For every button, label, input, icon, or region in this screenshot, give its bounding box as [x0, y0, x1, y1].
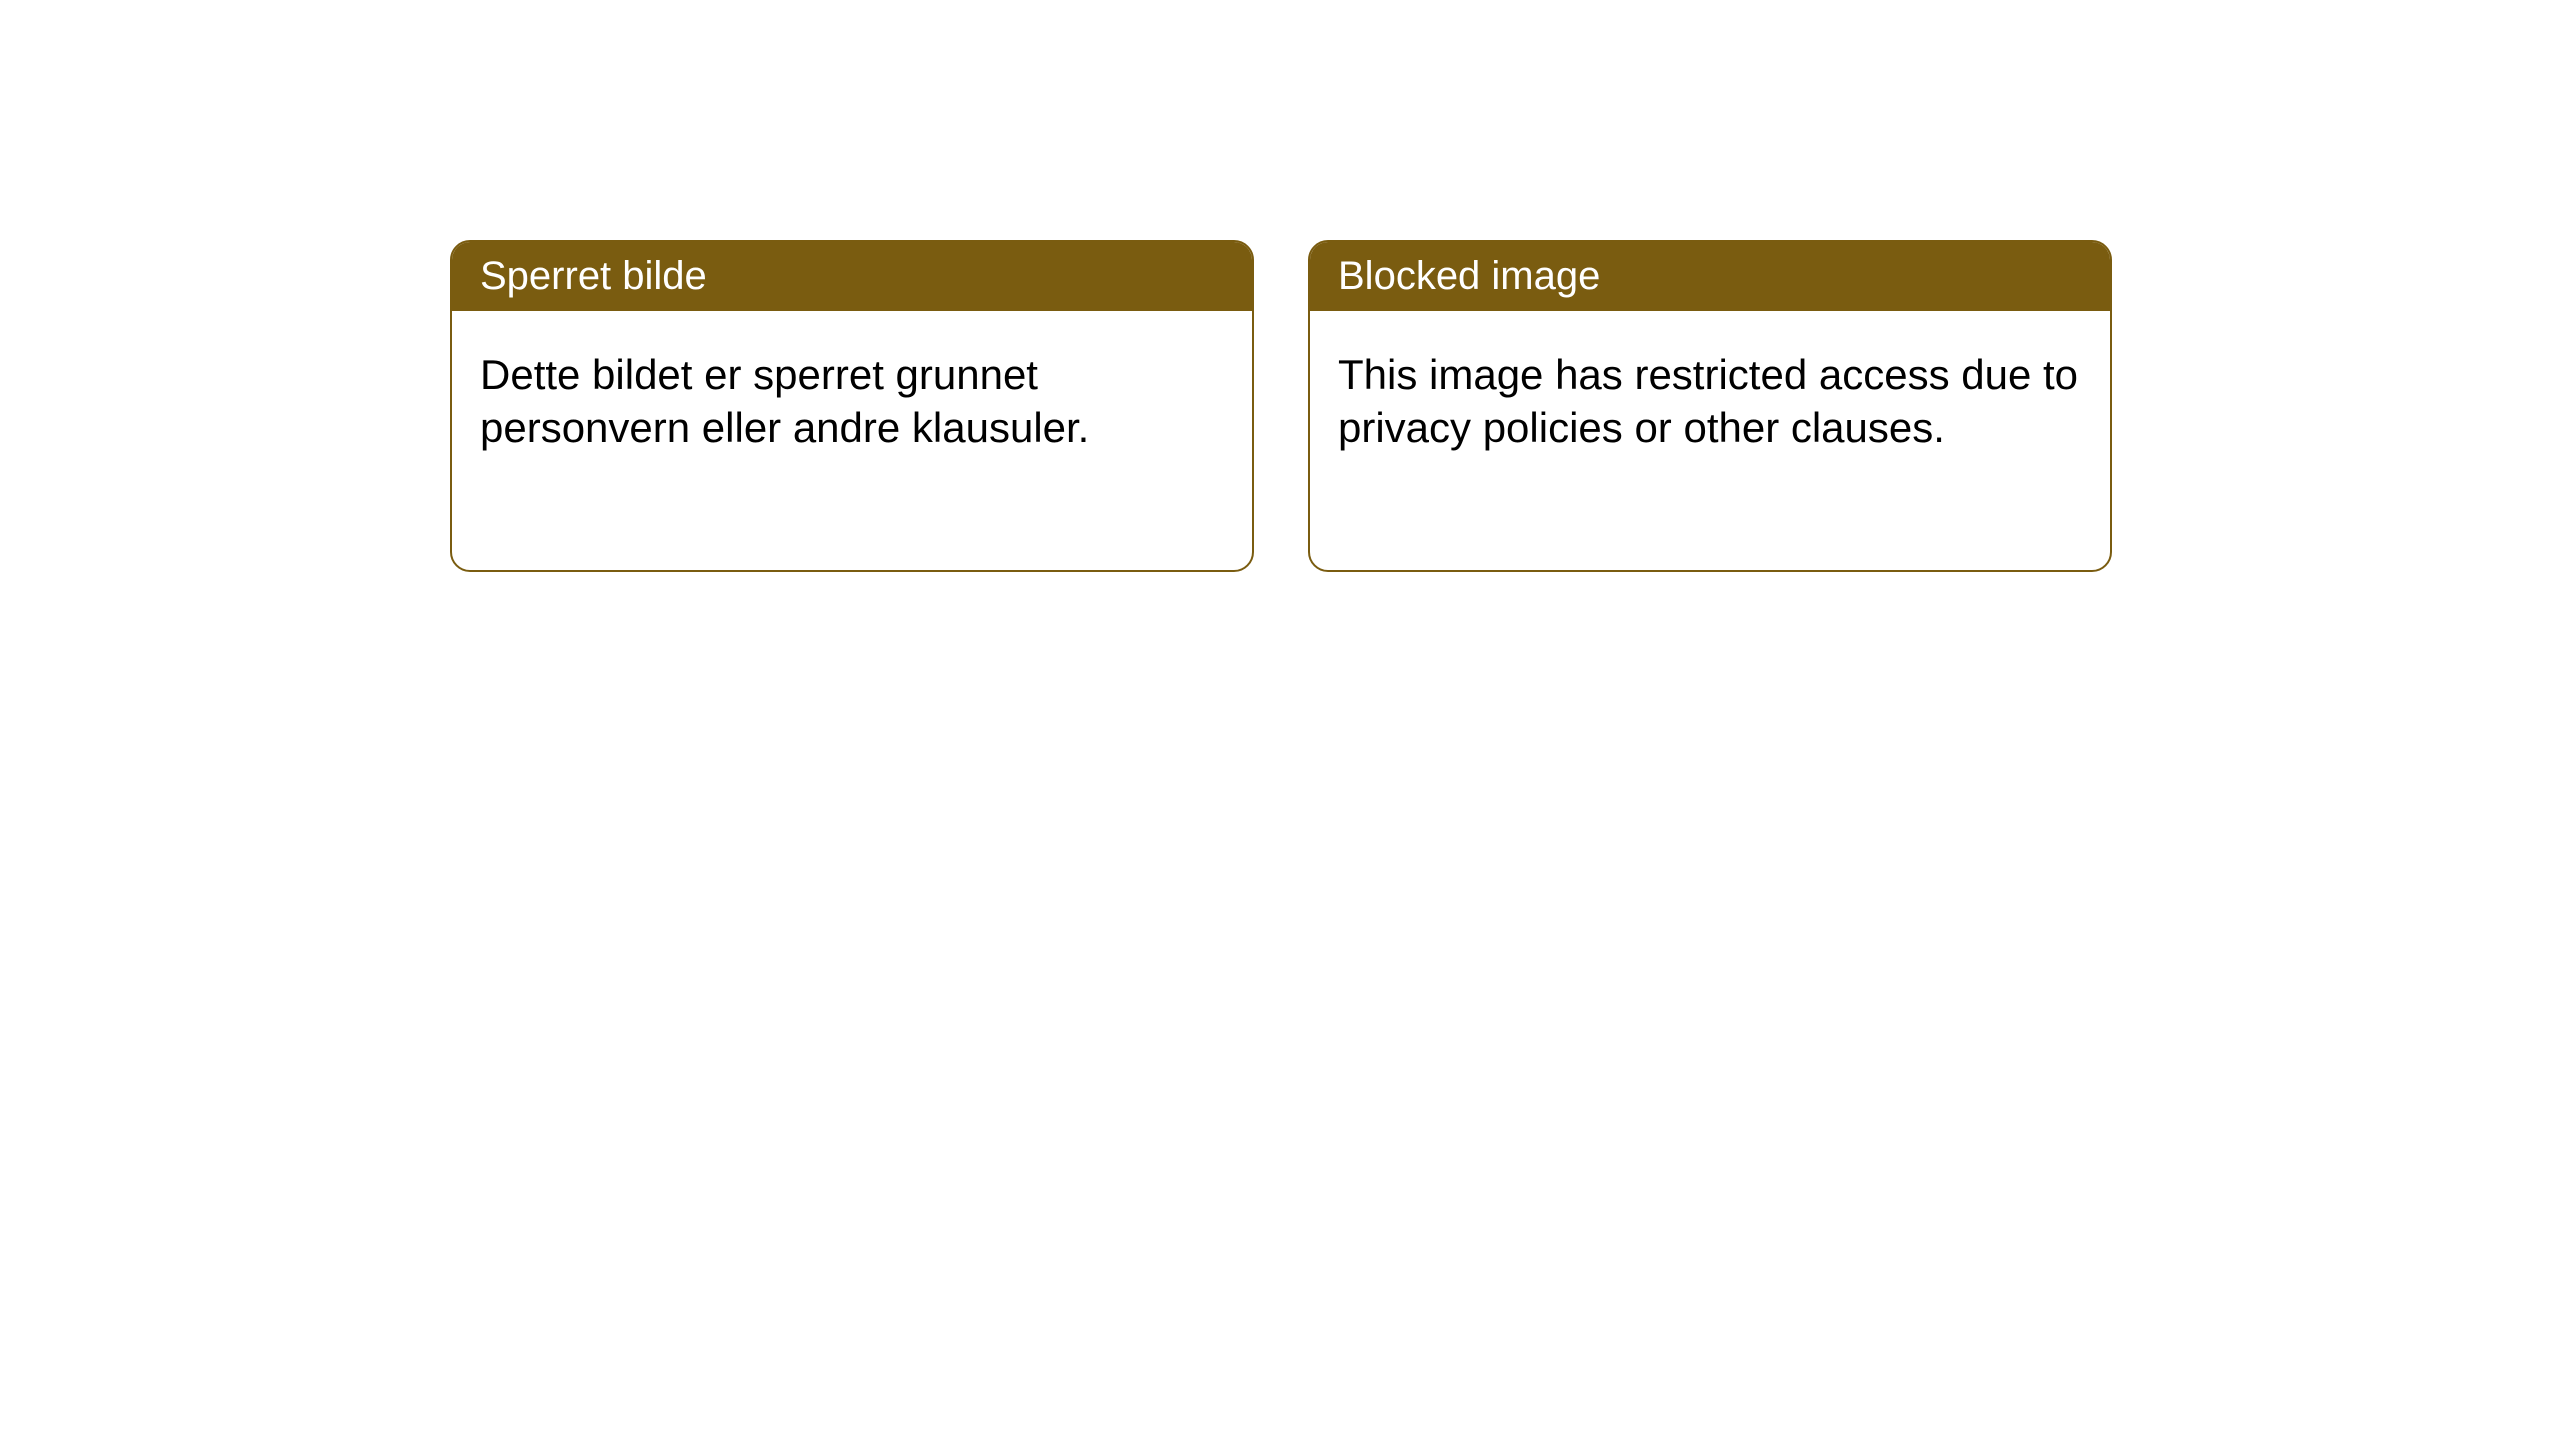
- card-title: Sperret bilde: [480, 254, 707, 298]
- card-body-text: Dette bildet er sperret grunnet personve…: [480, 351, 1089, 451]
- notice-container: Sperret bilde Dette bildet er sperret gr…: [0, 0, 2560, 572]
- card-title: Blocked image: [1338, 254, 1600, 298]
- blocked-image-card-no: Sperret bilde Dette bildet er sperret gr…: [450, 240, 1254, 572]
- card-body: Dette bildet er sperret grunnet personve…: [452, 311, 1252, 492]
- blocked-image-card-en: Blocked image This image has restricted …: [1308, 240, 2112, 572]
- card-header: Blocked image: [1310, 242, 2110, 311]
- card-body: This image has restricted access due to …: [1310, 311, 2110, 492]
- card-header: Sperret bilde: [452, 242, 1252, 311]
- card-body-text: This image has restricted access due to …: [1338, 351, 2078, 451]
